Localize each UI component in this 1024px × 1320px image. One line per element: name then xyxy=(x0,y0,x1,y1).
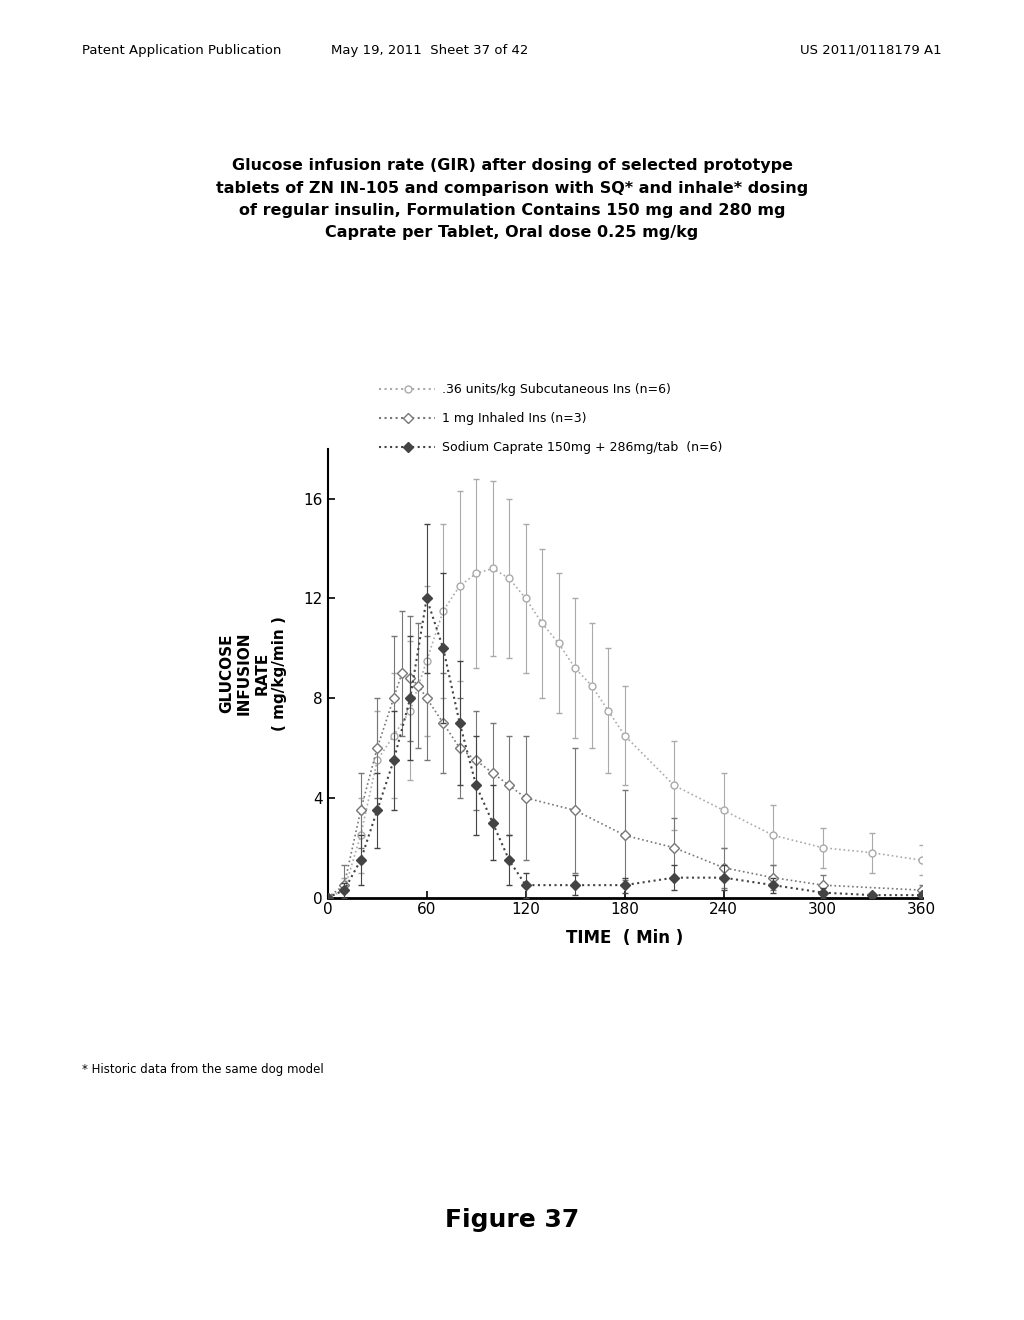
Y-axis label: GLUCOSE
INFUSION
RATE
( mg/kg/min ): GLUCOSE INFUSION RATE ( mg/kg/min ) xyxy=(219,615,287,731)
Text: Sodium Caprate 150mg + 286mg/tab  (n=6): Sodium Caprate 150mg + 286mg/tab (n=6) xyxy=(442,441,723,454)
Text: * Historic data from the same dog model: * Historic data from the same dog model xyxy=(82,1063,324,1076)
Text: May 19, 2011  Sheet 37 of 42: May 19, 2011 Sheet 37 of 42 xyxy=(332,44,528,57)
Text: 1 mg Inhaled Ins (n=3): 1 mg Inhaled Ins (n=3) xyxy=(442,412,587,425)
Text: Glucose infusion rate (GIR) after dosing of selected prototype
tablets of ZN IN-: Glucose infusion rate (GIR) after dosing… xyxy=(216,158,808,240)
Text: .36 units/kg Subcutaneous Ins (n=6): .36 units/kg Subcutaneous Ins (n=6) xyxy=(442,383,672,396)
Text: US 2011/0118179 A1: US 2011/0118179 A1 xyxy=(801,44,942,57)
Text: Figure 37: Figure 37 xyxy=(444,1208,580,1232)
Text: Patent Application Publication: Patent Application Publication xyxy=(82,44,282,57)
X-axis label: TIME  ( Min ): TIME ( Min ) xyxy=(566,928,683,946)
